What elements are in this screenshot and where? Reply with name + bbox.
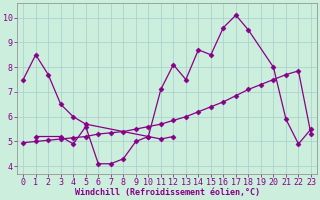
X-axis label: Windchill (Refroidissement éolien,°C): Windchill (Refroidissement éolien,°C) bbox=[75, 188, 260, 197]
